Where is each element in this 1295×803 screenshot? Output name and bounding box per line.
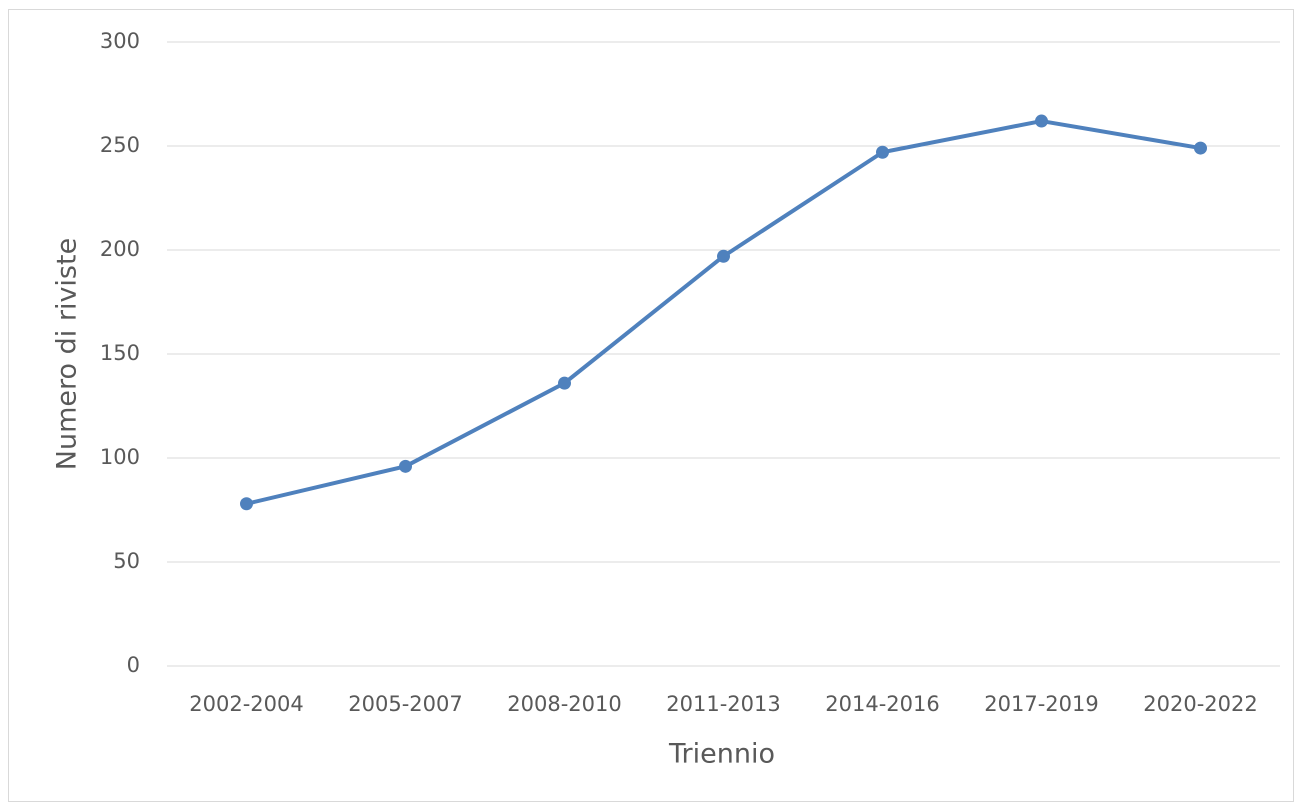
y-tick-label: 300	[100, 29, 140, 53]
point	[240, 497, 253, 511]
point	[1035, 114, 1048, 128]
y-tick-label: 100	[100, 445, 140, 469]
chart-border	[8, 9, 1294, 802]
point	[558, 376, 571, 390]
x-tick-label: 2017-2019	[984, 692, 1098, 716]
y-tick-label: 150	[100, 341, 140, 365]
y-axis-title: Numero di riviste	[52, 238, 83, 470]
x-tick-label: 2014-2016	[825, 692, 939, 716]
y-tick-label: 0	[127, 653, 140, 677]
y-tick-label: 50	[113, 549, 140, 573]
point	[717, 249, 730, 263]
point	[399, 459, 412, 473]
point	[876, 145, 889, 159]
x-tick-label: 2002-2004	[189, 692, 303, 716]
x-tick-label: 2011-2013	[666, 692, 780, 716]
x-axis-title: Triennio	[668, 739, 775, 770]
point	[1194, 141, 1207, 155]
x-tick-label: 2005-2007	[348, 692, 462, 716]
y-tick-label: 200	[100, 237, 140, 261]
y-tick-label: 250	[100, 133, 140, 157]
x-tick-label: 2008-2010	[507, 692, 621, 716]
x-tick-label: 2020-2022	[1143, 692, 1257, 716]
